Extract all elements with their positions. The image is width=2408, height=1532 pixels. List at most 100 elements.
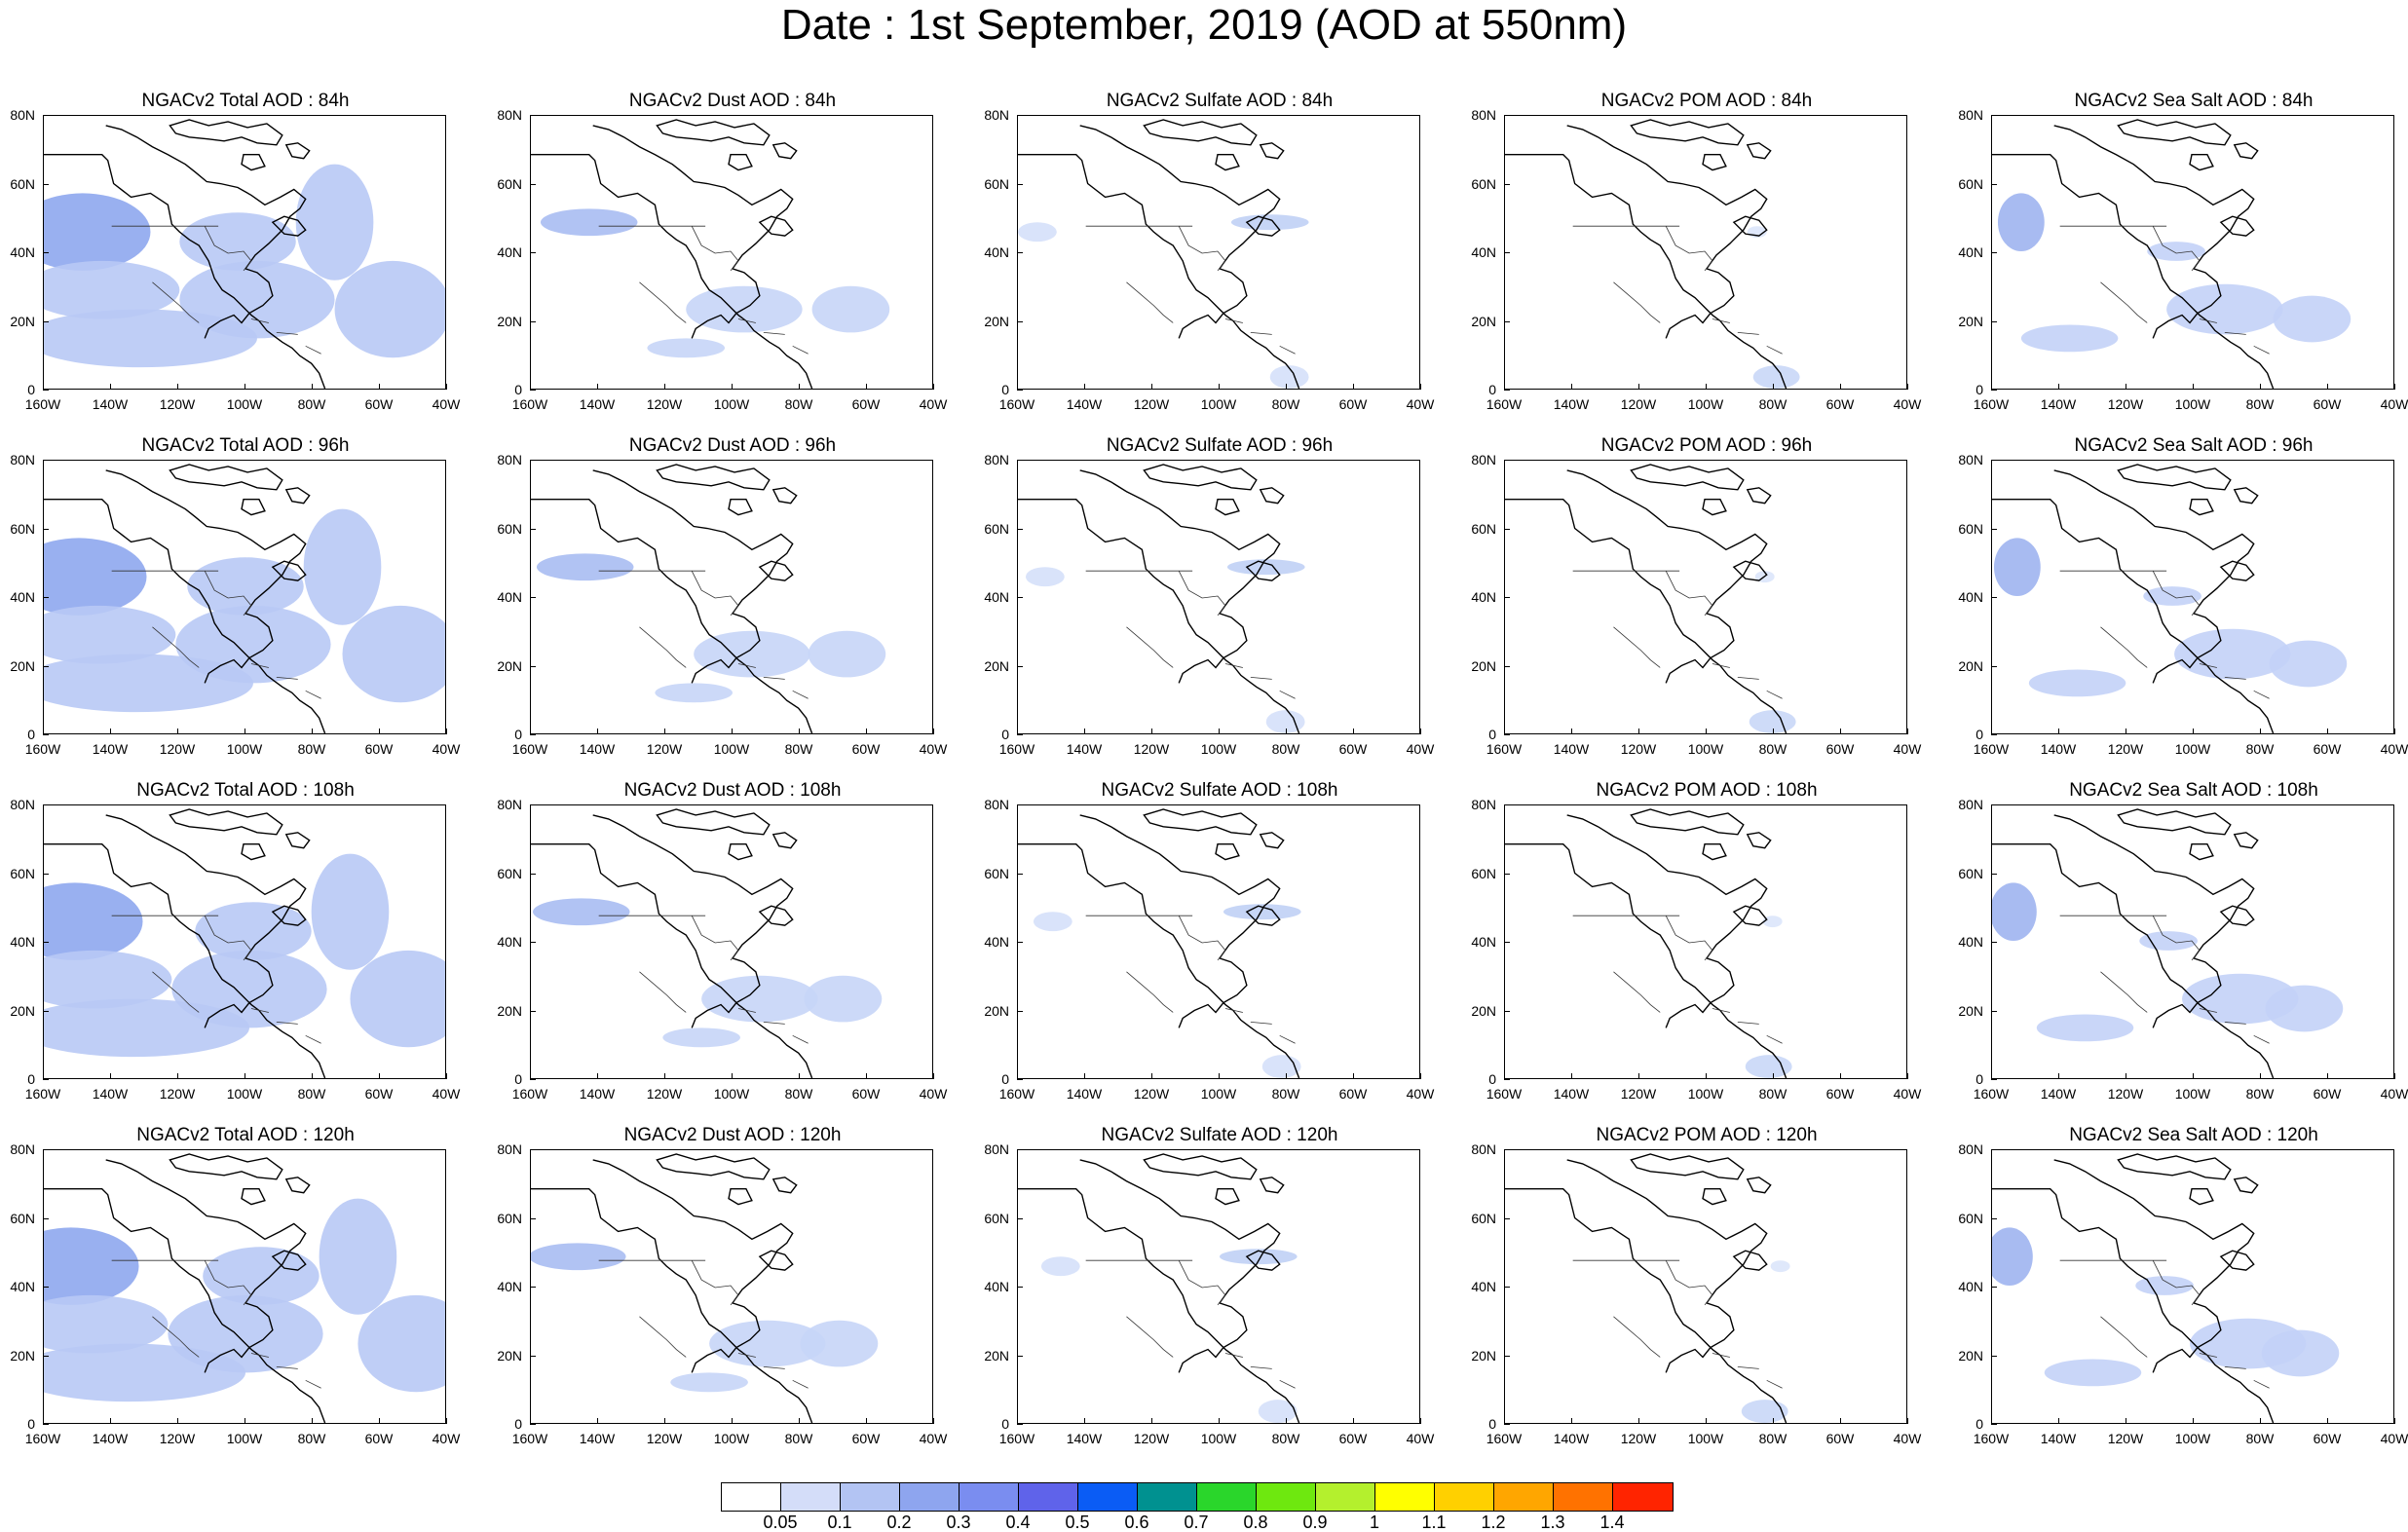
- lon-label: 80W: [297, 396, 326, 412]
- lon-tick: [1151, 1073, 1152, 1079]
- lon-label: 60W: [2313, 1431, 2342, 1446]
- lat-label: 40N: [1958, 1279, 1983, 1294]
- lon-tick: [530, 1073, 531, 1079]
- coastline: [531, 119, 813, 389]
- lon-label: 100W: [1687, 1086, 1724, 1102]
- lat-tick: [1017, 1424, 1023, 1425]
- map-panel: NGACv2 POM AOD : 120h 80N 60N 40N 20N 0 160W 14…: [1461, 1124, 1948, 1460]
- map-svg: [531, 119, 890, 389]
- lat-label: 40N: [984, 1279, 1009, 1294]
- aod-plume: [311, 853, 390, 970]
- lat-label: 60N: [1958, 1210, 1983, 1226]
- lat-tick: [1991, 1424, 1997, 1425]
- lon-label: 60W: [1338, 741, 1368, 757]
- aod-plume: [1992, 1227, 2033, 1286]
- lon-tick: [1017, 1073, 1018, 1079]
- country-border: [1126, 971, 1296, 1044]
- lon-label: 40W: [1893, 1431, 1922, 1446]
- lat-tick: [1991, 390, 1997, 391]
- coastline: [44, 808, 326, 1078]
- lat-tick: [1017, 1217, 1023, 1219]
- lon-label: 120W: [1620, 741, 1657, 757]
- lon-tick: [1840, 1073, 1841, 1079]
- aod-plume: [44, 882, 143, 960]
- lat-tick: [1504, 734, 1510, 735]
- aod-plume: [1258, 1400, 1298, 1423]
- lat-tick: [1991, 804, 1997, 805]
- lon-label: 60W: [1825, 396, 1855, 412]
- lat-label: 60N: [1471, 520, 1496, 537]
- country-border: [1613, 1316, 1783, 1389]
- lon-label: 140W: [1553, 741, 1590, 757]
- aod-plume: [1223, 904, 1301, 920]
- map-svg: [531, 464, 886, 733]
- lon-tick: [379, 384, 380, 390]
- colorbar-label: 0.9: [1302, 1513, 1328, 1532]
- lat-label: 20N: [10, 1347, 35, 1364]
- lat-label: 20N: [497, 1347, 522, 1364]
- lat-tick: [1991, 183, 1997, 185]
- lon-label: 80W: [2245, 396, 2275, 412]
- lat-tick: [1017, 1355, 1023, 1357]
- map-panel: NGACv2 Total AOD : 120h 80N 60N 40N 20N 0 160W…: [0, 1124, 487, 1460]
- lon-tick: [1017, 1418, 1018, 1424]
- aod-plume: [1018, 222, 1057, 243]
- country-border: [111, 915, 252, 961]
- lon-label: 80W: [1271, 1431, 1300, 1446]
- lat-tick: [530, 1149, 536, 1150]
- lat-tick: [1017, 252, 1023, 253]
- lon-label: 80W: [1271, 396, 1300, 412]
- lon-label: 140W: [579, 1086, 616, 1102]
- lat-label: 0: [514, 1071, 522, 1087]
- aod-plume: [350, 950, 445, 1048]
- country-border: [2100, 626, 2270, 699]
- lat-tick: [530, 597, 536, 598]
- lon-label: 80W: [784, 741, 813, 757]
- lon-tick: [1773, 1073, 1774, 1079]
- country-border: [1126, 626, 1296, 699]
- map-svg: [1505, 464, 1796, 733]
- lon-tick: [177, 1073, 178, 1079]
- lon-tick: [1706, 729, 1707, 734]
- map-panel: NGACv2 POM AOD : 96h 80N 60N 40N 20N 0 160W 140…: [1461, 434, 1948, 770]
- country-border: [2100, 971, 2270, 1044]
- lat-label: 40N: [1471, 934, 1496, 950]
- colorbar-label: 0.8: [1243, 1513, 1268, 1532]
- lon-tick: [866, 1418, 867, 1424]
- aod-plume: [1745, 1055, 1792, 1078]
- lon-label: 100W: [713, 1431, 750, 1446]
- lon-tick: [1353, 384, 1354, 390]
- lat-tick: [1504, 1287, 1510, 1288]
- lat-label: 20N: [984, 1002, 1009, 1019]
- panel-title: NGACv2 Sulfate AOD : 108h: [1101, 780, 1338, 801]
- lon-tick: [2394, 384, 2395, 390]
- country-border: [2059, 1259, 2201, 1306]
- lon-label: 120W: [646, 1431, 683, 1446]
- map-plot: [43, 460, 446, 734]
- panel-title: NGACv2 Sulfate AOD : 96h: [1106, 435, 1334, 456]
- lat-label: 40N: [1471, 1279, 1496, 1294]
- lat-label: 60N: [984, 175, 1009, 192]
- lat-tick: [1017, 942, 1023, 943]
- lat-tick: [1991, 873, 1997, 875]
- aod-plume: [1997, 193, 2045, 252]
- map-plot: [1504, 1149, 1907, 1424]
- lon-tick: [597, 1418, 598, 1424]
- lon-tick: [1571, 729, 1572, 734]
- lon-label: 120W: [159, 396, 196, 412]
- lon-label: 100W: [226, 1086, 263, 1102]
- lon-tick: [1840, 384, 1841, 390]
- lat-label: 0: [27, 727, 35, 742]
- coastline: [531, 808, 813, 1078]
- lat-tick: [43, 460, 49, 461]
- lon-tick: [732, 1073, 733, 1079]
- lon-tick: [2260, 729, 2261, 734]
- country-border: [598, 225, 739, 272]
- lon-tick: [799, 1418, 800, 1424]
- lon-tick: [1504, 1073, 1505, 1079]
- lon-tick: [1638, 384, 1639, 390]
- map-panel: NGACv2 Dust AOD : 120h 80N 60N 40N 20N 0 160W 1…: [487, 1124, 974, 1460]
- map-svg: [44, 808, 445, 1078]
- colorbar-swatch: [1078, 1483, 1138, 1511]
- country-border: [1085, 915, 1226, 961]
